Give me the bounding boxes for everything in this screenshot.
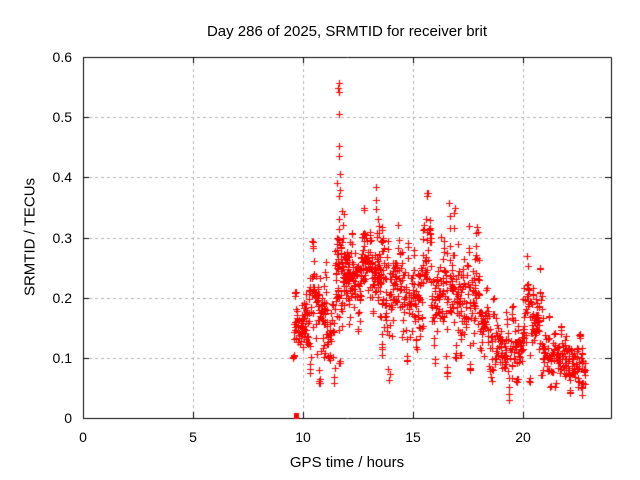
- x-tick-label: 5: [189, 429, 197, 445]
- y-tick-label: 0.5: [52, 109, 72, 125]
- x-axis-label: GPS time / hours: [289, 454, 405, 471]
- y-tick-label: 0.1: [52, 350, 72, 366]
- x-tick-label: 20: [515, 429, 531, 445]
- y-tick-label: 0.3: [52, 230, 72, 246]
- chart-title: Day 286 of 2025, SRMTID for receiver bri…: [206, 23, 488, 40]
- y-tick-label: 0: [64, 410, 72, 426]
- x-tick-label: 0: [79, 429, 87, 445]
- y-tick-label: 0.4: [52, 169, 72, 185]
- x-tick-label: 10: [295, 429, 311, 445]
- x-tick-label: 15: [405, 429, 421, 445]
- y-tick-label: 0.2: [52, 290, 72, 306]
- y-tick-label: 0.6: [52, 49, 72, 65]
